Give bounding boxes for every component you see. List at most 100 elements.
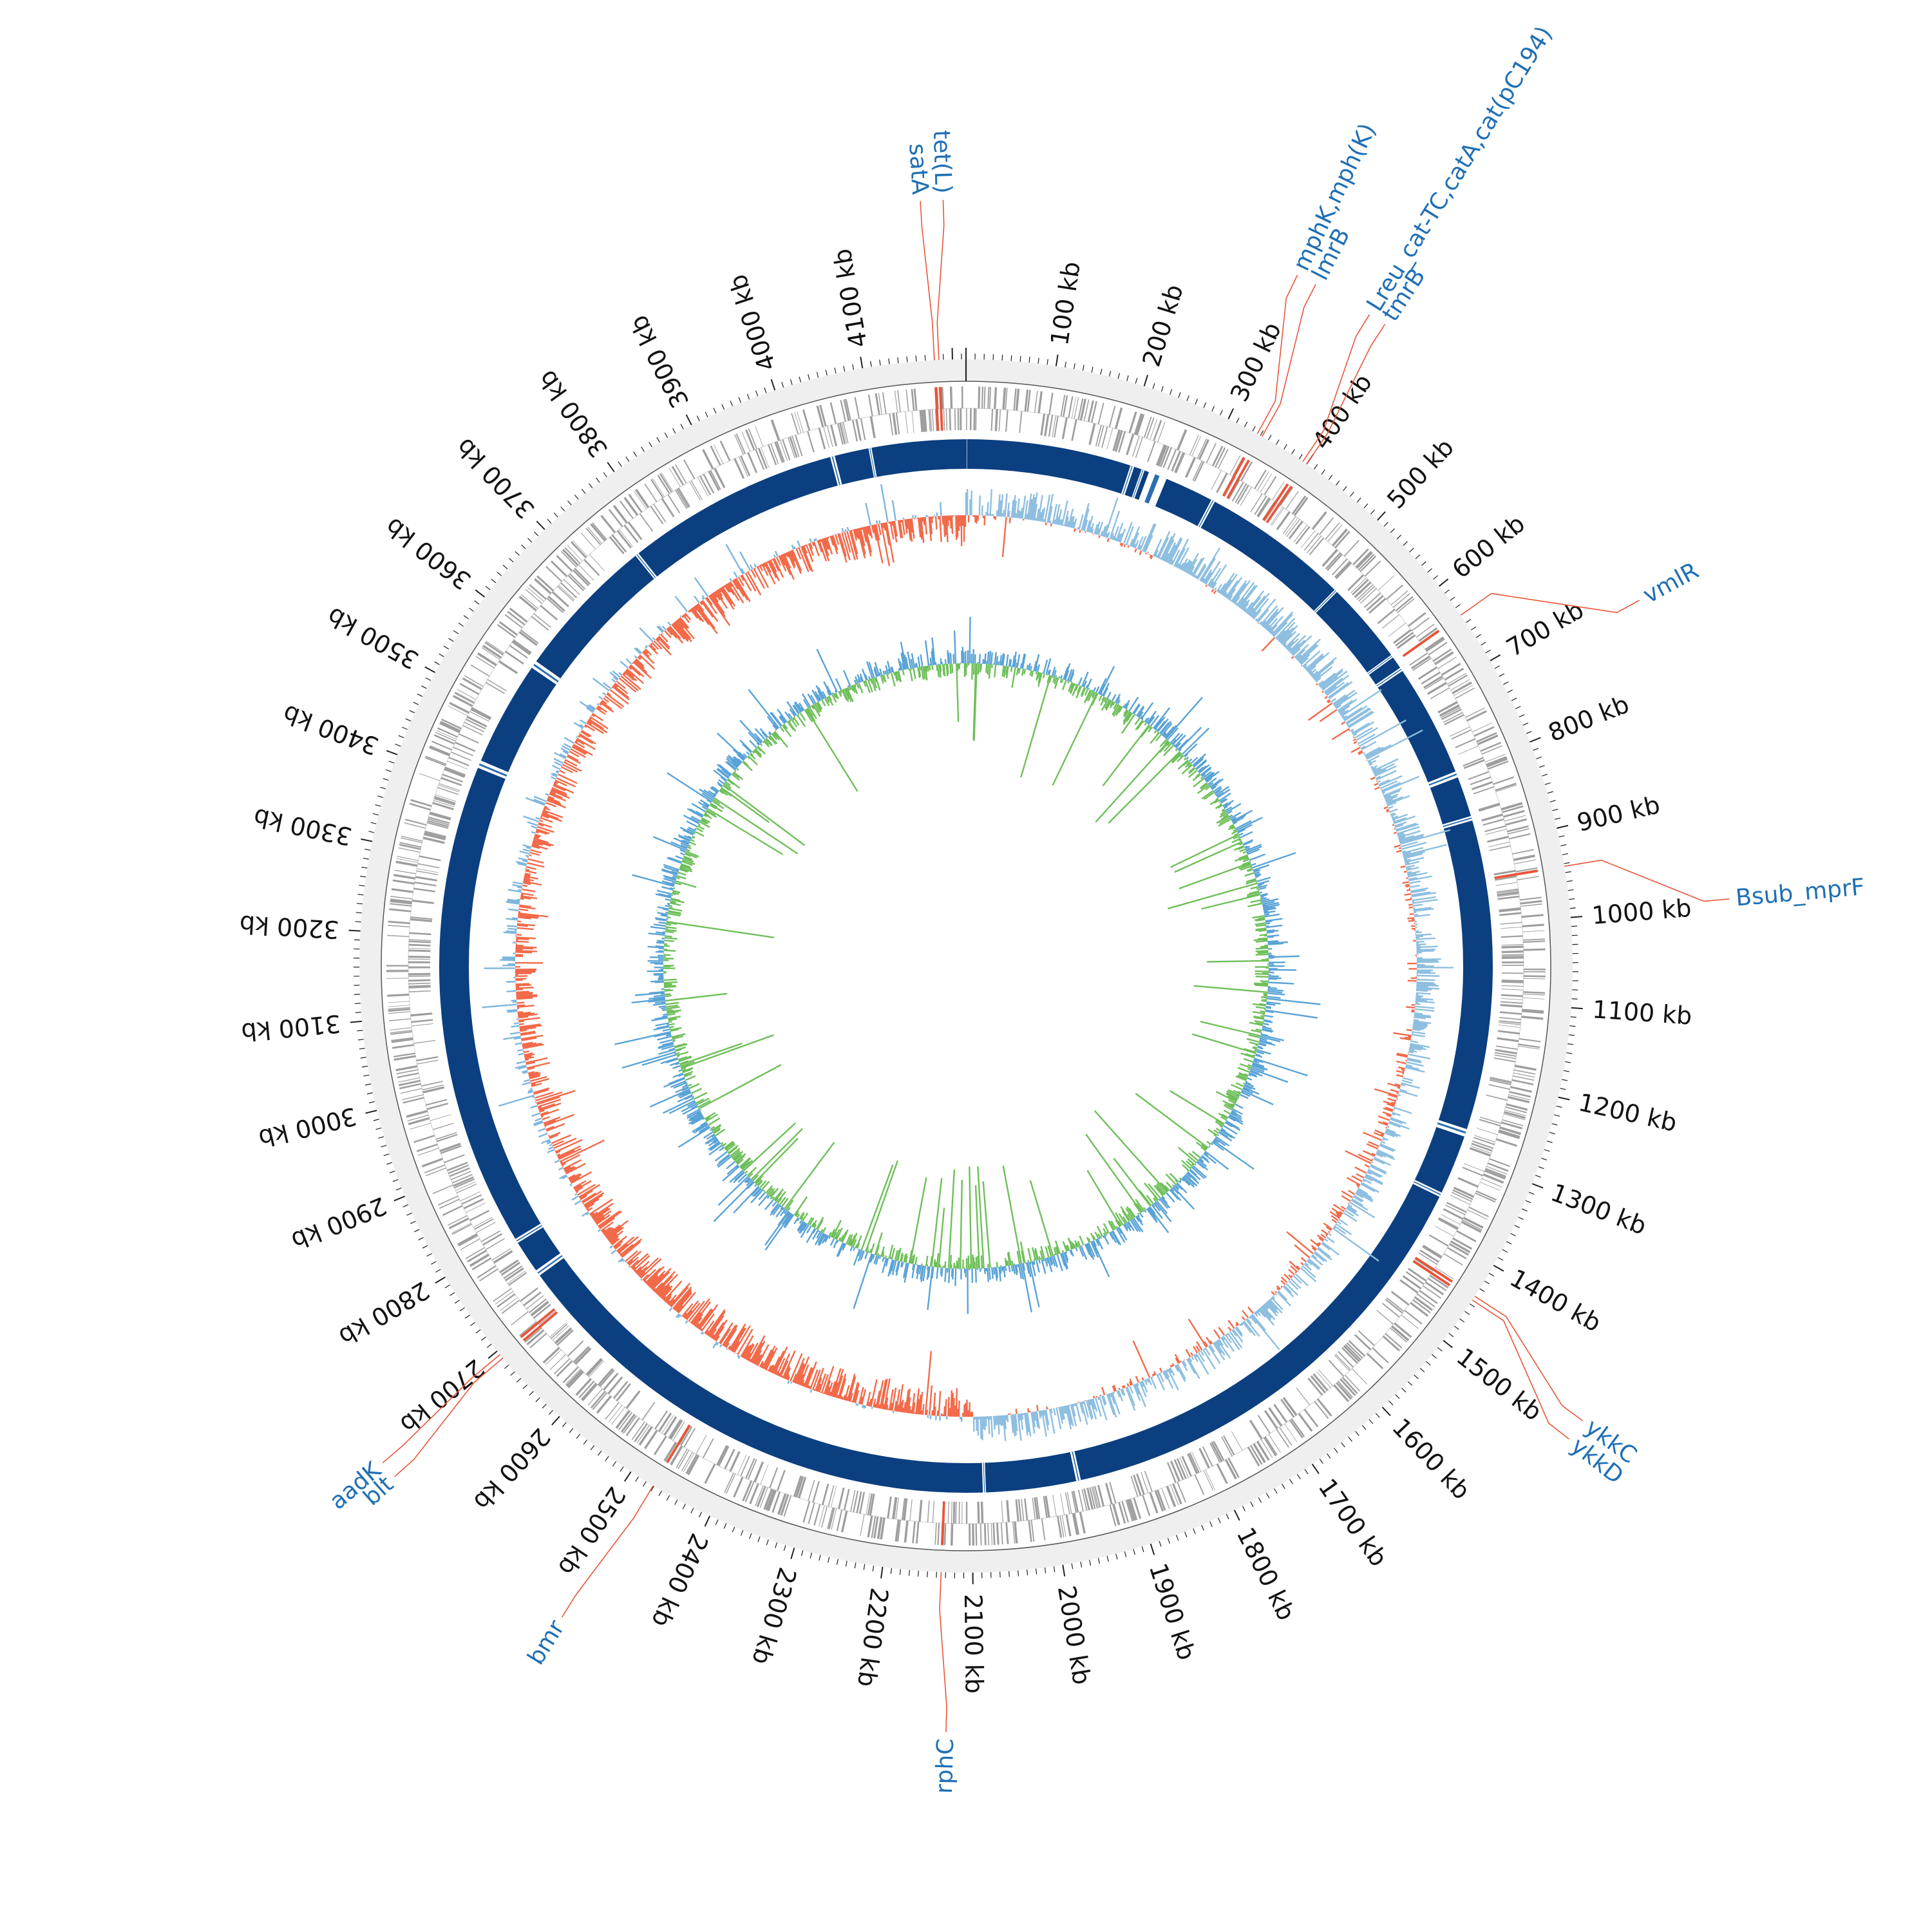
gc-skew-bar: [824, 537, 830, 550]
gc-content-bar: [994, 1267, 998, 1281]
major-tick: [1558, 1096, 1570, 1101]
cds-gene: [1519, 1038, 1541, 1043]
gc-content-bar: [1054, 1254, 1056, 1256]
cds-gene: [894, 390, 898, 413]
cds-gene: [685, 1454, 698, 1474]
gc-skew-bar: [1328, 1231, 1331, 1233]
tick-label-text: 500 kb: [1381, 433, 1459, 515]
gc-skew-bar: [818, 539, 828, 562]
gc-content-bar: [1205, 786, 1211, 791]
gc-skew-bar: [1388, 1122, 1401, 1128]
cds-gene: [1013, 388, 1017, 411]
gc-skew-bar: [621, 673, 641, 690]
blast-partial: [1122, 466, 1133, 495]
gc-content-bar: [1001, 665, 1005, 677]
cds-gene: [1461, 1220, 1482, 1233]
gc-content-bar: [1158, 1198, 1160, 1201]
gc-content-bar: [987, 664, 990, 675]
cds-gene: [1037, 391, 1043, 413]
gc-content-bar: [1063, 1252, 1069, 1264]
cds-gene: [756, 1486, 766, 1508]
minor-tick: [1499, 673, 1504, 677]
cds-gene: [1130, 1475, 1139, 1497]
cds-gene: [410, 918, 433, 922]
gc-skew-bar: [1412, 1024, 1427, 1028]
minor-tick: [1569, 898, 1575, 900]
cds-gene: [912, 1521, 916, 1544]
cds-gene: [1319, 517, 1334, 535]
minor-tick: [450, 1292, 455, 1296]
gc-skew-bar: [772, 1350, 785, 1374]
gc-skew-bar: [823, 1366, 835, 1394]
cds-gene: [1404, 1309, 1423, 1325]
gc-skew-bar: [578, 1184, 600, 1198]
cds-gene: [1005, 1522, 1009, 1544]
gc-content-bar: [1213, 1133, 1217, 1137]
cds-gene: [1452, 1189, 1473, 1200]
gc-skew-bar: [1137, 536, 1144, 550]
gc-skew-bar: [1356, 1173, 1365, 1179]
gc-skew-bar: [982, 1416, 985, 1430]
gc-skew-bar: [793, 1358, 805, 1383]
gc-content-bar: [1160, 1196, 1168, 1204]
gc-content-bar: [1217, 804, 1223, 809]
cds-gene: [1198, 439, 1209, 460]
gc-skew-bar: [1057, 509, 1063, 526]
minor-tick: [730, 401, 734, 406]
cds-gene: [424, 830, 446, 837]
tick-label: 2000 kb: [1052, 1584, 1096, 1687]
cds-gene: [408, 979, 431, 982]
gc-skew-bar: [880, 523, 891, 567]
cds-gene: [1177, 429, 1188, 451]
cds-gene: [1522, 991, 1546, 994]
gc-skew-bar: [1039, 512, 1042, 522]
cds-gene: [498, 660, 518, 674]
gc-content-bar: [1257, 1046, 1264, 1050]
minor-tick: [1459, 1318, 1465, 1323]
gc-content-bar: [1037, 672, 1043, 687]
cds-gene: [1311, 511, 1327, 530]
gc-skew-bar: [1132, 1340, 1151, 1378]
gc-skew-bar: [522, 859, 528, 863]
gc-skew-bar: [647, 1274, 659, 1286]
cds-gene: [402, 1097, 424, 1104]
cds-gene: [1452, 681, 1472, 694]
gc-skew-bar: [580, 719, 587, 724]
gc-content-bar: [1174, 734, 1186, 748]
gc-content-bar: [1243, 1086, 1260, 1095]
gc-content-bar: [1202, 1146, 1208, 1150]
cds-gene: [1334, 1354, 1350, 1372]
cds-gene: [526, 1295, 544, 1310]
gc-skew-bar: [668, 1307, 673, 1312]
cds-gene: [1034, 1497, 1039, 1520]
major-tick: [704, 1515, 711, 1527]
gc-content-bar: [1030, 670, 1034, 677]
gc-content-bar: [1029, 670, 1032, 676]
cds-gene: [1523, 975, 1546, 978]
gc-skew-bar: [636, 1260, 650, 1274]
cds-gene: [1334, 531, 1350, 549]
gc-skew-bar: [1403, 871, 1407, 873]
gc-skew-bar: [857, 1403, 859, 1406]
cds-gene: [1081, 1489, 1088, 1511]
minor-tick: [1217, 1517, 1221, 1524]
cds-gene: [567, 1370, 584, 1388]
gc-skew-bar: [1387, 1097, 1397, 1102]
gc-skew-bar: [1365, 744, 1392, 759]
gc-skew-bar: [1127, 545, 1130, 548]
gc-skew-bar: [1392, 824, 1395, 826]
gc-content-bar: [1260, 1010, 1265, 1013]
gc-content-bar: [1086, 1243, 1095, 1260]
gc-content-bar: [1083, 680, 1088, 688]
gc-skew-bar: [516, 938, 529, 940]
cds-gene: [424, 1164, 446, 1173]
cds-gene: [1500, 922, 1522, 925]
gc-skew-bar: [538, 1103, 562, 1112]
cds-gene: [1291, 1418, 1305, 1437]
gc-skew-bar: [672, 1286, 692, 1309]
gc-content-bar: [1191, 1151, 1201, 1159]
cds-gene: [411, 1023, 433, 1027]
cds-gene: [545, 565, 563, 582]
cds-gene: [978, 386, 981, 409]
gc-content-bar: [1238, 864, 1252, 870]
